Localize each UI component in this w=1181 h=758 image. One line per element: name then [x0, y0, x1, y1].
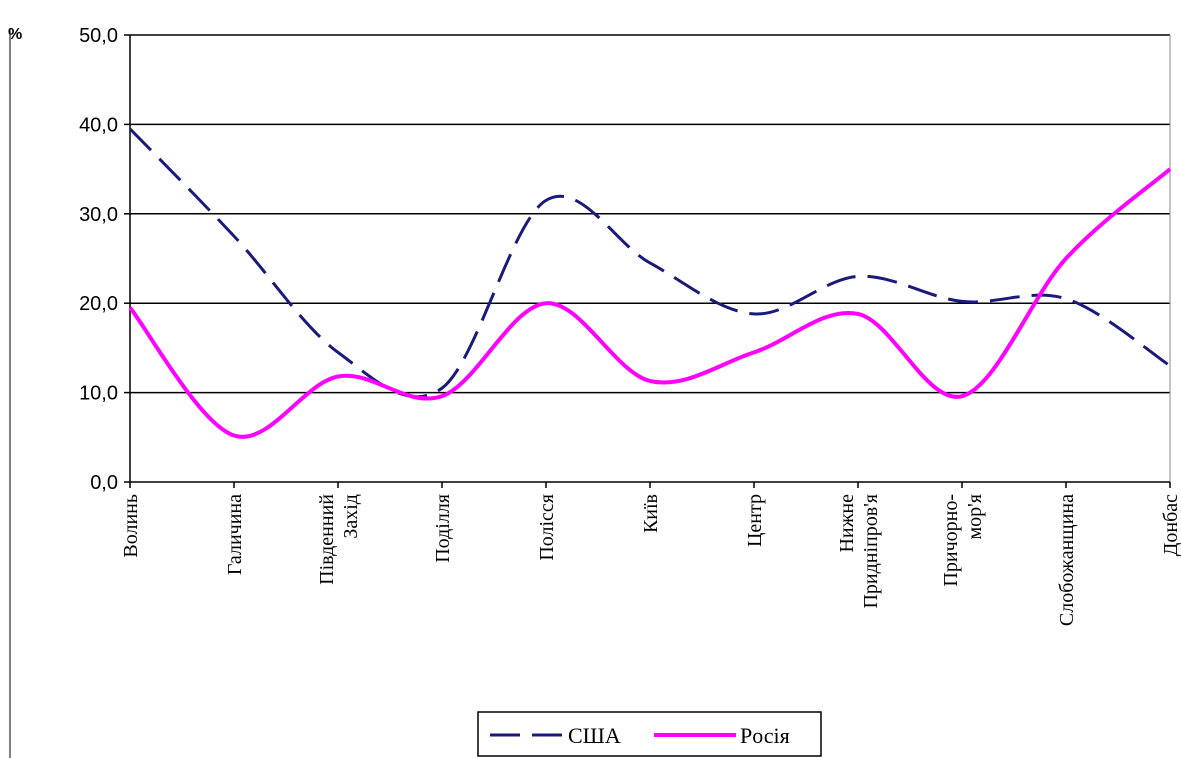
x-tick-label: Нижне: [836, 494, 858, 553]
x-tick-label: Захід: [340, 494, 362, 539]
legend: США Pосія: [477, 711, 822, 757]
y-tick-label: 30,0: [79, 204, 118, 226]
x-tick-label: мор'я: [964, 494, 986, 539]
x-category-label: Донбас: [1160, 494, 1181, 556]
x-category-label: Галичина: [224, 494, 246, 575]
x-category-label: Центр: [744, 494, 766, 547]
x-tick-label: Галичина: [224, 494, 246, 575]
x-tick-label: Слобожанщина: [1056, 494, 1078, 626]
x-category-label: Південний Захід: [316, 494, 362, 585]
y-tick-label: 50,0: [79, 25, 118, 47]
x-tick-label: Південний: [316, 494, 338, 585]
grid-lines: [130, 34, 1170, 394]
x-category-label: Слобожанщина: [1056, 494, 1078, 626]
y-tick-label: 10,0: [79, 383, 118, 405]
x-category-label: Нижне Придніпров'я: [836, 494, 882, 609]
legend-label-usa: США: [568, 723, 621, 748]
y-unit-label: %: [8, 26, 22, 43]
y-axis: 0,0 10,0 20,0 30,0 40,0 50,0: [79, 25, 131, 494]
legend-label-russia: Pосія: [740, 723, 790, 748]
x-tick-label: Донбас: [1160, 494, 1181, 556]
x-category-label: Причорно-мор'я: [940, 494, 986, 587]
x-tick-label: Причорно-: [940, 494, 962, 587]
x-tick-label: Київ: [640, 494, 662, 533]
x-tick-label: Центр: [744, 494, 766, 547]
y-tick-label: 20,0: [79, 293, 118, 315]
x-category-label: Київ: [640, 494, 662, 533]
x-axis: Волинь Галичина Південний Захід Поділля Поліс…: [120, 481, 1181, 626]
x-category-label: Полісся: [536, 494, 558, 561]
x-category-label: Волинь: [120, 494, 142, 558]
y-tick-label: 0,0: [90, 472, 118, 494]
x-tick-label: Придніпров'я: [860, 494, 882, 609]
x-tick-label: Поділля: [432, 494, 454, 563]
series-line-russia: [128, 167, 1172, 439]
y-tick-label: 40,0: [79, 114, 118, 136]
x-tick-label: Полісся: [536, 494, 558, 561]
series-line-usa: [128, 127, 1171, 399]
x-tick-label: Волинь: [120, 494, 142, 558]
series-lines: [128, 127, 1172, 439]
x-category-label: Поділля: [432, 494, 454, 563]
